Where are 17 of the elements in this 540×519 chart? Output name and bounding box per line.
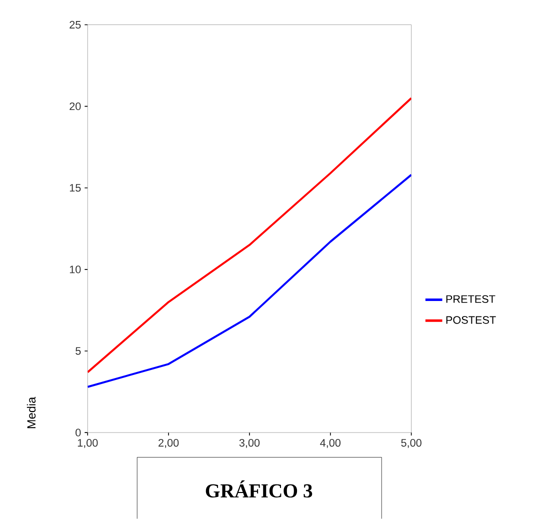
line-series (88, 97, 412, 374)
y-axis-title: Media (26, 397, 36, 428)
legend-label: POSTEST (446, 316, 496, 324)
legend-label: PRETEST (446, 295, 496, 304)
y-tick-label: 5 (76, 347, 81, 355)
text: GRÁFICO 3 (206, 480, 312, 498)
x-tick-label: 4,00 (320, 439, 341, 448)
y-tick-label: 0 (76, 428, 81, 437)
x-tick-label: 5,00 (401, 439, 422, 448)
y-tick-label: 15 (70, 184, 81, 192)
y-tick-label: 20 (70, 102, 81, 110)
y-tick-label: 25 (70, 21, 81, 29)
x-tick-label: 3,00 (239, 439, 260, 448)
y-tick-label: 10 (70, 266, 81, 274)
line-series (88, 174, 412, 388)
x-tick-label: 1,00 (78, 439, 98, 448)
x-tick-label: 2,00 (158, 439, 179, 448)
